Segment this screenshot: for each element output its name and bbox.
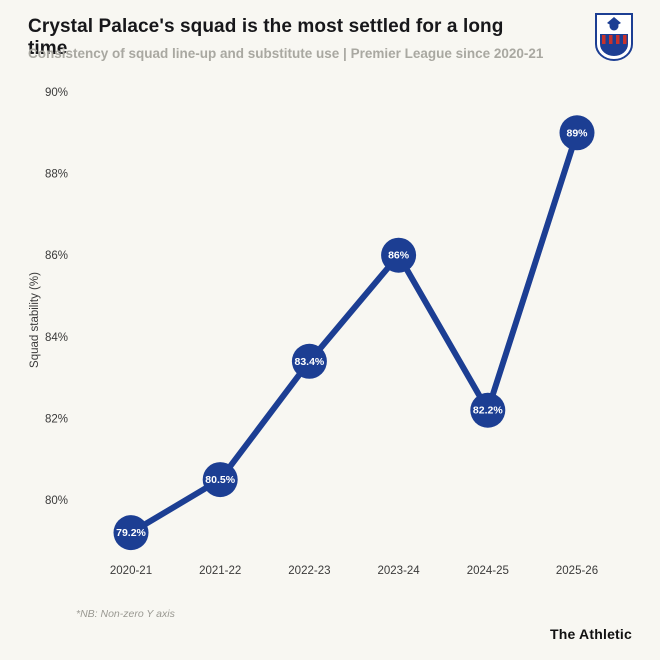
y-tick-label: 82% [45,413,68,425]
x-tick-label: 2025-26 [556,565,598,577]
data-point-label: 89% [566,127,588,139]
data-point-label: 86% [388,250,410,262]
data-point [202,462,238,498]
x-tick-label: 2020-21 [110,565,152,577]
data-point-label: 82.2% [473,405,503,417]
data-point [113,515,149,551]
y-tick-label: 90% [45,87,68,99]
x-tick-label: 2022-23 [288,565,330,577]
data-point [381,237,417,273]
x-tick-label: 2023-24 [377,565,420,577]
brand-logo: The Athletic [550,626,632,642]
data-point-label: 79.2% [116,527,146,539]
x-tick-label: 2024-25 [467,565,509,577]
page-title: Crystal Palace's squad is the most settl… [28,16,504,59]
y-axis-label: Squad stability (%) [29,272,41,368]
y-tick-label: 84% [45,332,68,344]
data-point-label: 80.5% [205,474,235,486]
data-point [559,115,595,151]
y-tick-label: 86% [45,250,68,262]
page-subtitle: Consistency of squad line-up and substit… [28,46,544,61]
series-line [128,129,580,536]
data-point [470,392,506,428]
club-crest-icon [595,13,633,62]
x-tick-label: 2021-22 [199,565,241,577]
chart-footnote: *NB: Non-zero Y axis [76,608,175,620]
y-tick-label: 80% [45,495,68,507]
data-point-label: 83.4% [295,356,325,368]
y-tick-label: 88% [45,169,68,181]
data-point [291,343,327,379]
